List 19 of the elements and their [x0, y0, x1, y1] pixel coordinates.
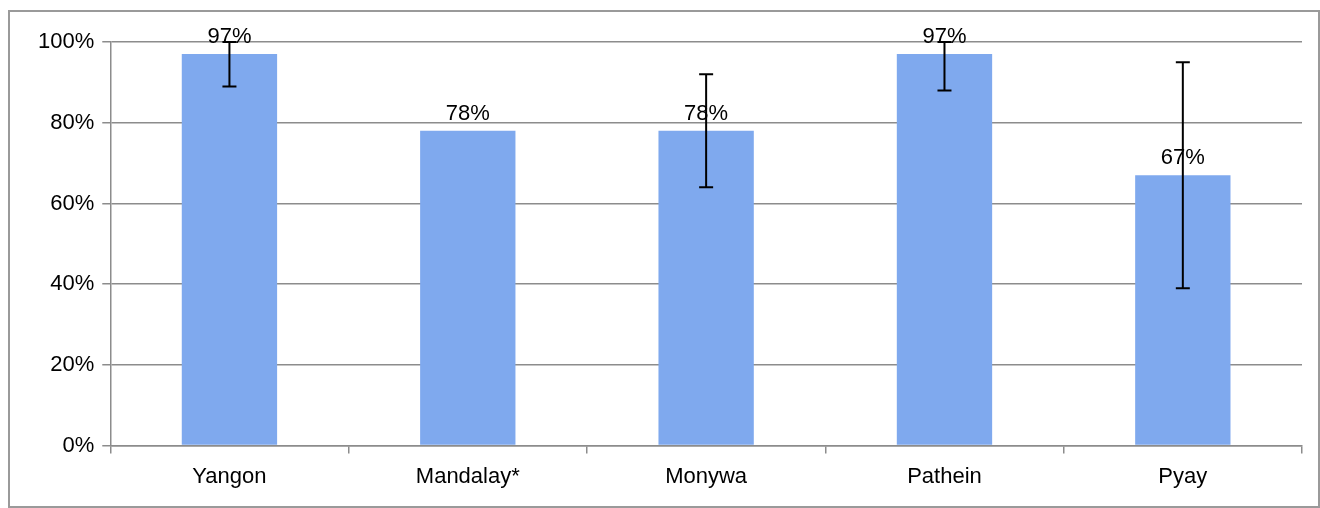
x-tick-label: Pathein: [907, 462, 982, 488]
y-tick-label: 60%: [50, 189, 95, 215]
bar: [896, 54, 993, 445]
bar: [420, 130, 516, 445]
x-tick-label: Monywa: [665, 462, 748, 488]
bar: [181, 54, 278, 445]
y-tick-label: 40%: [50, 270, 95, 296]
y-tick-label: 100%: [37, 28, 95, 54]
x-tick-label: Pyay: [1158, 462, 1208, 488]
x-tick-label: Mandalay*: [415, 462, 521, 488]
y-tick-label: 20%: [50, 350, 95, 376]
y-tick-label: 80%: [50, 108, 95, 134]
bar: [1135, 175, 1231, 445]
bar: [658, 130, 754, 445]
x-tick-label: Yangon: [192, 462, 267, 488]
data-label: 97%: [922, 23, 967, 49]
data-label: 78%: [445, 99, 490, 125]
data-label: 97%: [207, 23, 252, 49]
y-tick-label: 0%: [62, 431, 95, 457]
